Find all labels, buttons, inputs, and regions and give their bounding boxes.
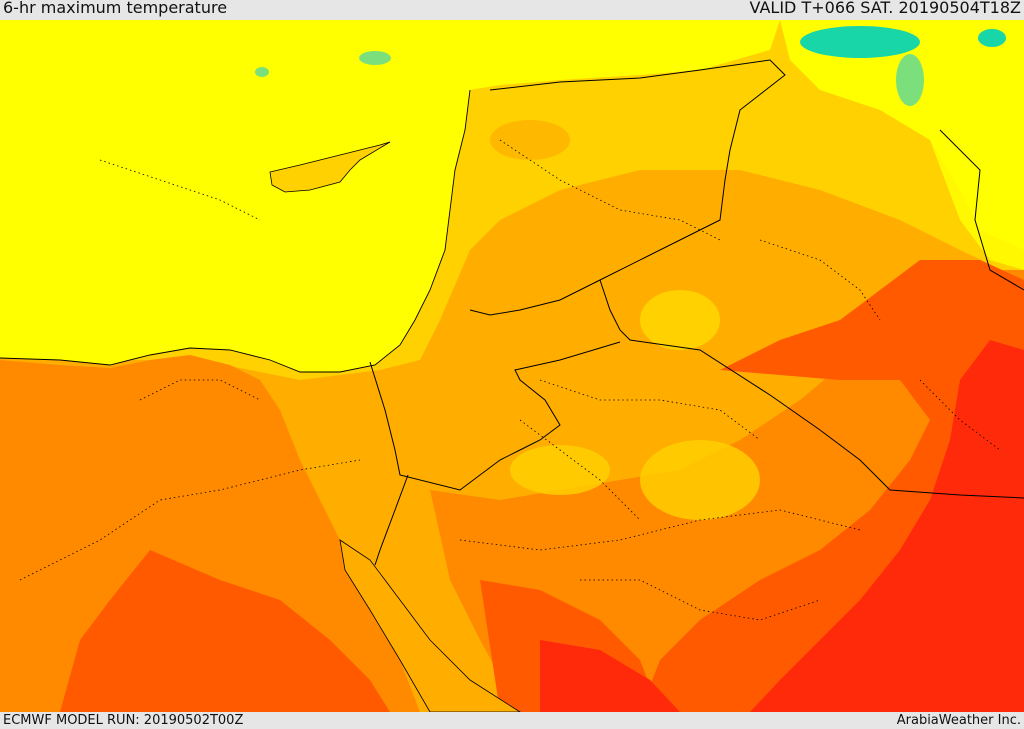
country-borders bbox=[369, 59, 1024, 566]
coastline bbox=[0, 89, 471, 373]
cyprus bbox=[269, 141, 391, 193]
warm-blob-1 bbox=[490, 120, 570, 160]
warm-blob-2 bbox=[640, 290, 720, 350]
red-sea bbox=[339, 539, 521, 712]
map-canvas bbox=[0, 20, 1024, 712]
header-bar: 6-hr maximum temperature VALID T+066 SAT… bbox=[0, 0, 1024, 20]
warm-blob-3 bbox=[640, 440, 760, 520]
cool-spot-turkey bbox=[359, 51, 391, 65]
valid-time: VALID T+066 SAT. 20190504T18Z bbox=[749, 0, 1021, 17]
cool-spot-caucasus-2 bbox=[896, 54, 924, 106]
mediterranean-sea bbox=[0, 78, 470, 372]
gulf-red-zone bbox=[750, 340, 1024, 712]
temperature-map[interactable] bbox=[0, 20, 1024, 712]
province-lines bbox=[19, 139, 1001, 621]
south-red-zone bbox=[540, 640, 680, 712]
turkey-yellow-zone bbox=[0, 20, 780, 130]
credit-label: ArabiaWeather Inc. bbox=[896, 713, 1021, 728]
map-title: 6-hr maximum temperature bbox=[3, 0, 228, 17]
warm-blob-4 bbox=[510, 445, 610, 495]
cool-spot-west bbox=[255, 67, 269, 77]
model-run-label: ECMWF MODEL RUN: 20190502T00Z bbox=[3, 713, 244, 728]
footer-bar: ECMWF MODEL RUN: 20190502T00Z ArabiaWeat… bbox=[0, 712, 1024, 729]
sudan-red-zone bbox=[60, 550, 390, 712]
cool-spot-caucasus bbox=[800, 26, 920, 58]
cool-spot-east bbox=[978, 29, 1006, 47]
